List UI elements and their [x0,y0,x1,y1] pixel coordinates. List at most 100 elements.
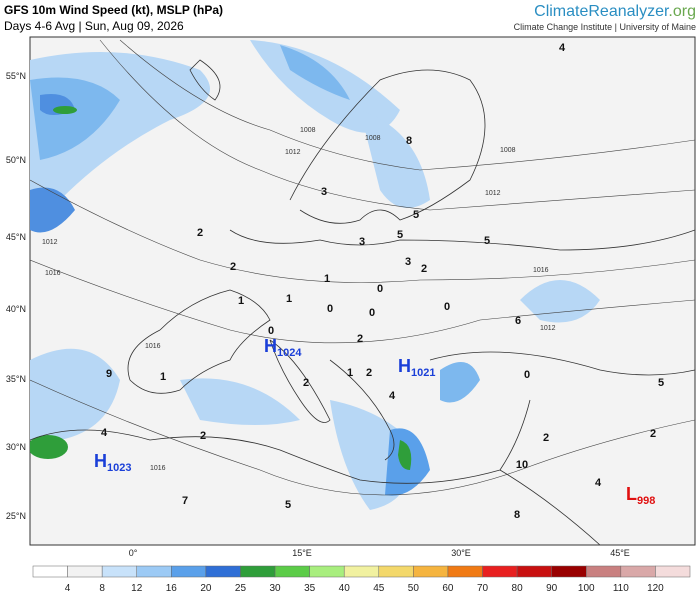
center-value: 998 [637,495,655,507]
subtitle: Days 4-6 Avg | Sun, Aug 09, 2026 [4,19,184,33]
wind-label: 5 [484,235,490,247]
title: GFS 10m Wind Speed (kt), MSLP (hPa) [4,3,223,17]
center-value: 1021 [411,367,435,379]
wind-label: 8 [406,135,412,147]
wind-label: 2 [421,263,427,275]
wind-label: 1 [324,273,330,285]
wind-label: 4 [559,42,566,54]
wind-label: 3 [405,256,411,268]
colorbar-label: 25 [235,583,247,594]
wind-label: 7 [182,495,188,507]
brand-main: ClimateReanalyzer [534,3,670,20]
lat-label: 40°N [6,304,26,314]
colorbar-label: 4 [65,583,71,594]
center-letter: L [626,484,637,504]
isobar-label: 1012 [285,149,301,156]
colorbar-swatch [482,565,518,578]
isobar-labels: 1008 1012 1008 1012 1008 1012 1016 1016 … [42,127,556,472]
wind-label: 0 [327,303,333,315]
colorbar-swatch [171,565,207,578]
wind-field [30,40,600,510]
lat-label: 50°N [6,155,26,165]
map: 55°N 50°N 45°N 40°N 35°N 30°N 25°N 0° 15… [6,36,696,558]
colorbar-label: 120 [647,583,664,594]
institute: Climate Change Institute | University of… [514,22,696,32]
lat-label: 35°N [6,374,26,384]
wind-label: 9 [106,368,112,380]
colorbar: 4 8 12 16 20 25 30 35 40 45 50 60 70 80 90 100 110 120 [32,565,691,594]
wind-label: 2 [197,227,203,239]
colorbar-label: 45 [373,583,385,594]
wind-label: 8 [514,509,520,521]
center-letter: H [94,451,107,471]
wind-label: 4 [595,477,602,489]
isobar-label: 1012 [540,325,556,332]
colorbar-swatch [32,565,68,578]
wind-label: 0 [444,301,450,313]
colorbar-swatch [274,565,310,578]
center-value: 1023 [107,462,131,474]
colorbar-label: 60 [442,583,454,594]
wind-label: 5 [413,209,419,221]
isobar-label: 1016 [533,267,549,274]
colorbar-swatch [620,565,656,578]
isobar-label: 1016 [145,343,161,350]
wind-label: 6 [515,315,521,327]
colorbar-label: 12 [131,583,143,594]
wind-label: 5 [658,377,664,389]
wind-label: 2 [366,367,372,379]
wind-label: 2 [650,428,656,440]
colorbar-label: 100 [578,583,595,594]
center-letter: H [264,336,277,356]
colorbar-label: 40 [339,583,351,594]
wind-label: 5 [285,499,291,511]
brand-suffix: .org [668,3,696,20]
isobars [30,39,695,496]
colorbar-label: 30 [269,583,281,594]
isobar-label: 1012 [485,190,501,197]
isobar-label: 1016 [150,465,166,472]
colorbar-swatch [136,565,172,578]
wind-label: 1 [286,293,292,305]
colorbar-swatch [309,565,345,578]
wind-label: 10 [516,459,528,471]
colorbar-label: 80 [512,583,524,594]
isobar-label: 1008 [365,135,381,142]
wind-label: 2 [543,432,549,444]
wind-label: 0 [377,283,383,295]
center-letter: H [398,356,411,376]
colorbar-label: 35 [304,583,316,594]
colorbar-label: 70 [477,583,489,594]
wind-label: 1 [160,371,166,383]
lat-labels: 55°N 50°N 45°N 40°N 35°N 30°N 25°N [6,71,26,521]
wind-label: 0 [369,307,375,319]
lon-label: 30°E [451,548,471,558]
lon-labels: 0° 15°E 30°E 45°E [129,548,630,558]
colorbar-swatch [413,565,449,578]
colorbar-swatch [516,565,552,578]
wind-label: 0 [268,325,274,337]
colorbar-label: 50 [408,583,420,594]
wind-label: 2 [357,333,363,345]
colorbar-label: 20 [200,583,212,594]
wind-label: 4 [101,427,108,439]
wind-label: 1 [347,367,353,379]
pressure-center: L998 [626,484,655,507]
pressure-center: H1023 [94,451,131,474]
isobar-label: 1008 [500,147,516,154]
wind-labels: 2 2 1 1 1 0 0 0 3 2 5 0 5 5 3 8 2 1 9 4 … [101,42,664,521]
colorbar-swatch [240,565,276,578]
colorbar-swatch [586,565,622,578]
wind-label: 5 [397,229,403,241]
isobar-label: 1012 [42,239,58,246]
lat-label: 55°N [6,71,26,81]
colorbar-label: 110 [613,583,629,594]
colorbar-swatch [205,565,241,578]
colorbar-label: 90 [546,583,558,594]
lon-label: 0° [129,548,138,558]
lon-label: 45°E [610,548,630,558]
lat-label: 30°N [6,442,26,452]
wind-label: 2 [200,430,206,442]
center-value: 1024 [277,347,302,359]
